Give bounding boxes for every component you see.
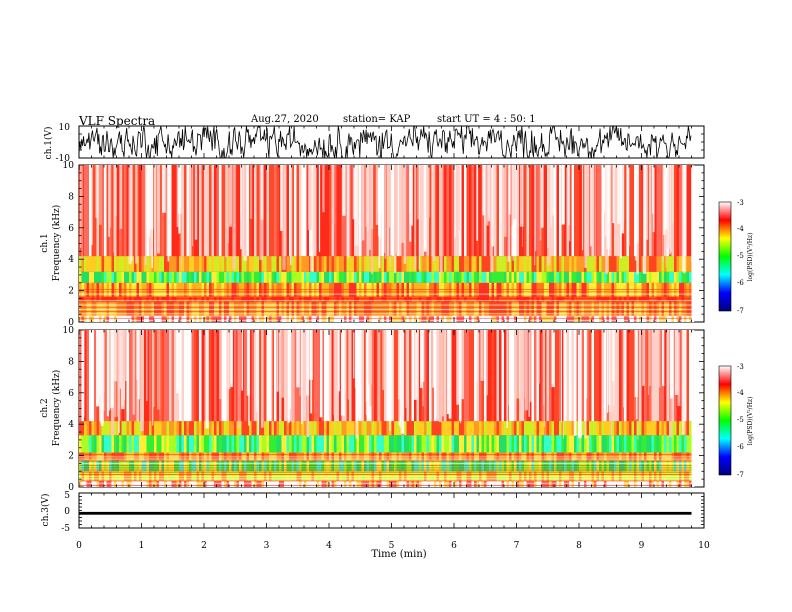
ch2-cbar-tick-m7: -7 (737, 471, 744, 479)
x-tick-label-5: 5 (389, 541, 395, 551)
station-label: station= KAP (343, 114, 411, 125)
ch2-spec-ytick-2: 2 (68, 452, 74, 462)
ch1-wave-ytick-bottom: -10 (56, 154, 71, 164)
ch2-colorbar: -3 -4 -5 -6 -7 log(PSD)(V²/Hz) (718, 363, 754, 479)
ch2-cbar-label: log(PSD)(V²/Hz) (747, 397, 754, 446)
ch2-cbar-tick-m5: -5 (737, 416, 744, 424)
ch2-spec-ytick-8: 8 (68, 357, 74, 367)
ch1-spec-ytick-4: 4 (68, 255, 74, 265)
x-tick-label-2: 2 (201, 541, 207, 551)
ch1-spec-ytick-8: 8 (68, 192, 74, 202)
ch1-cbar-tick-m3: -3 (737, 199, 744, 207)
ch1-spec-ytick-2: 2 (68, 287, 74, 297)
x-tick-label-0: 0 (76, 541, 82, 551)
x-tick-label-9: 9 (639, 541, 645, 551)
ch1-waveform-line (79, 126, 692, 158)
ch1-waveform-trace (79, 126, 692, 158)
ch1-spectrogram-yticks: 0 2 4 6 8 10 (63, 161, 75, 328)
ch2-spectrogram-yticks: 0 2 4 6 8 10 (63, 326, 75, 493)
x-tick-label-10: 10 (698, 541, 710, 551)
ch1-wave-ylabel: ch.1(V) (43, 127, 54, 160)
chart-title: VLF Spectra (79, 114, 156, 128)
ch3-wave-ytick-mid: 0 (64, 507, 70, 517)
start-ut-label: start UT = 4 : 50: 1 (437, 114, 536, 125)
ch2-spec-ytick-4: 4 (68, 420, 74, 430)
ch3-wave-ytick-top: 5 (64, 491, 70, 501)
ch3-wave-ytick-bottom: -5 (61, 524, 70, 534)
ch2-cbar-tick-m6: -6 (737, 443, 744, 451)
date-label: Aug.27, 2020 (251, 114, 319, 125)
ch2-spec-channel-label: ch.2 (40, 398, 50, 417)
ch1-spec-channel-label: ch.1 (40, 233, 50, 252)
x-tick-label-7: 7 (514, 541, 520, 551)
ch1-cbar-label: log(PSD)(V²/Hz) (747, 233, 754, 282)
x-axis-label: Time (min) (371, 549, 426, 560)
ch1-cbar-tick-m5: -5 (737, 252, 744, 260)
x-tick-label-6: 6 (451, 541, 457, 551)
x-tick-label-1: 1 (139, 541, 145, 551)
ch1-cbar-tick-m6: -6 (737, 279, 744, 287)
ch3-wave-ylabel: ch.3(V) (40, 494, 51, 527)
ch3-waveform-frame (78, 492, 705, 529)
ch1-cbar-tick-m7: -7 (737, 307, 744, 315)
x-tick-label-8: 8 (576, 541, 582, 551)
x-tick-label-4: 4 (326, 541, 332, 551)
ch1-spec-ytick-10: 10 (63, 161, 75, 171)
x-axis-tick-labels: 0 1 2 3 4 5 6 7 8 9 10 (76, 541, 710, 551)
ch1-spec-ylabel: Frequency (kHz) (51, 205, 62, 282)
ch2-cbar-tick-m4: -4 (737, 389, 744, 397)
ch3-waveform-trace (79, 511, 692, 515)
ch1-colorbar-gradient (718, 201, 732, 312)
x-tick-label-3: 3 (264, 541, 270, 551)
ch2-colorbar-gradient (718, 365, 732, 476)
ch1-spectrogram-image (79, 165, 704, 322)
ch1-cbar-tick-m4: -4 (737, 225, 744, 233)
ch3-waveform-band (79, 511, 692, 515)
ch1-colorbar: -3 -4 -5 -6 -7 log(PSD)(V²/Hz) (718, 199, 754, 315)
axis-ticks (78, 125, 705, 529)
ch2-cbar-tick-m3: -3 (737, 363, 744, 371)
ch2-spec-ytick-10: 10 (63, 326, 75, 336)
ch1-spec-ytick-0: 0 (68, 318, 74, 328)
ch1-wave-ytick-top: 10 (59, 123, 71, 133)
ch2-spec-ylabel: Frequency (kHz) (51, 370, 62, 447)
ch2-spec-ytick-0: 0 (68, 483, 74, 493)
ch1-spec-ytick-6: 6 (68, 224, 74, 234)
ch2-spectrogram-image (79, 330, 704, 487)
ch2-spec-ytick-6: 6 (68, 389, 74, 399)
